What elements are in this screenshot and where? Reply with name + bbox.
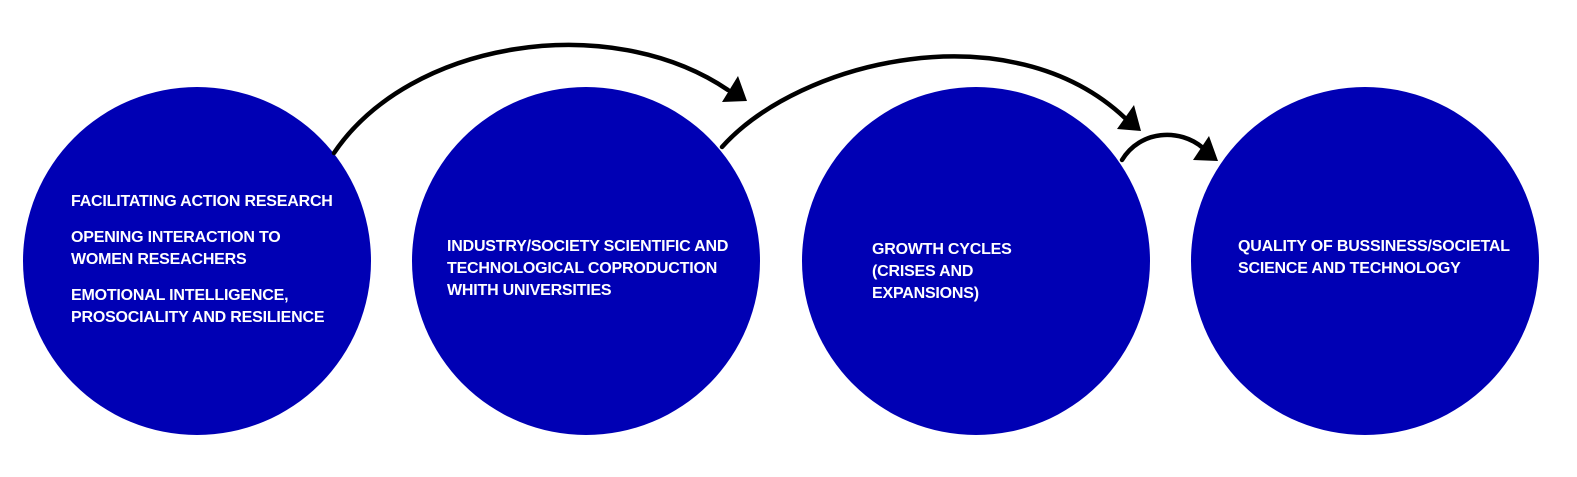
- arrowhead-icon: [722, 76, 747, 102]
- stage-1-line-3: EMOTIONAL INTELLIGENCE, PROSOCIALITY AND…: [71, 287, 325, 326]
- stage-3-text: GROWTH CYCLES (CRISES AND EXPANSIONS): [872, 239, 1062, 305]
- stage-1-circle: [23, 87, 371, 435]
- stage-1-line-2: OPENING INTERACTION TO WOMEN RESEACHERS: [71, 229, 281, 268]
- stage-3-line-1: GROWTH CYCLES (CRISES AND EXPANSIONS): [872, 241, 1012, 302]
- stage-1-line-1: FACILITATING ACTION RESEARCH: [71, 193, 333, 210]
- arrowhead-icon: [1193, 136, 1218, 161]
- stage-4-circle: [1191, 87, 1539, 435]
- arrowhead-icon: [1117, 105, 1141, 131]
- stage-1-text: FACILITATING ACTION RESEARCH OPENING INT…: [71, 191, 341, 329]
- stage-2-text: INDUSTRY/SOCIETY SCIENTIFIC AND TECHNOLO…: [447, 236, 737, 302]
- stage-4-line-1: QUALITY OF BUSSINESS/SOCIETAL SCIENCE AN…: [1238, 238, 1510, 277]
- curved-arrow-icon: [1119, 132, 1206, 163]
- stage-4-text: QUALITY OF BUSSINESS/SOCIETAL SCIENCE AN…: [1238, 236, 1518, 280]
- stage-2-line-1: INDUSTRY/SOCIETY SCIENTIFIC AND TECHNOLO…: [447, 238, 729, 299]
